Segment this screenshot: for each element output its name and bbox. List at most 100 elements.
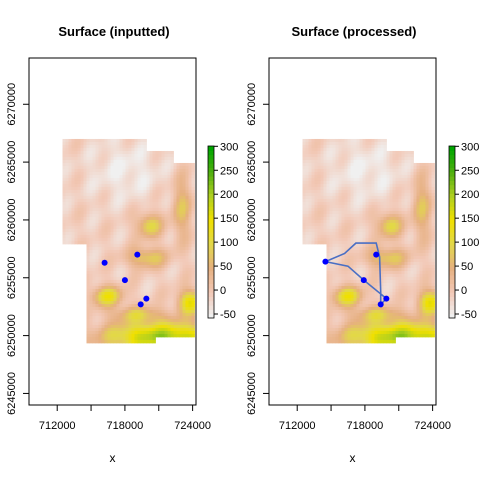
heatmap-cell <box>413 307 416 310</box>
heatmap-cell <box>89 220 92 223</box>
heatmap-cell <box>86 328 89 331</box>
heatmap-cell <box>128 286 131 289</box>
heatmap-cell <box>122 190 125 193</box>
heatmap-cell <box>350 196 353 199</box>
heatmap-cell <box>191 328 194 331</box>
heatmap-cell <box>374 238 377 241</box>
heatmap-cell <box>311 217 314 220</box>
heatmap-cell <box>158 262 161 265</box>
heatmap-cell <box>86 202 89 205</box>
heatmap-cell <box>371 193 374 196</box>
heatmap-cell <box>359 220 362 223</box>
heatmap-cell <box>176 313 179 316</box>
heatmap-cell <box>179 184 182 187</box>
heatmap-cell <box>92 250 95 253</box>
heatmap-cell <box>431 223 434 226</box>
heatmap-cell <box>353 310 356 313</box>
heatmap-cell <box>356 202 359 205</box>
heatmap-cell <box>422 223 425 226</box>
heatmap-cell <box>341 214 344 217</box>
heatmap-cell <box>413 190 416 193</box>
heatmap-cell <box>77 139 80 142</box>
heatmap-cell <box>425 190 428 193</box>
heatmap-cell <box>89 151 92 154</box>
heatmap-cell <box>365 232 368 235</box>
heatmap-cell <box>380 196 383 199</box>
heatmap-cell <box>110 268 113 271</box>
heatmap-cell <box>335 229 338 232</box>
heatmap-cell <box>77 217 80 220</box>
heatmap-cell <box>419 247 422 250</box>
heatmap-cell <box>368 187 371 190</box>
heatmap-cell <box>191 253 194 256</box>
heatmap-cell <box>152 157 155 160</box>
heatmap-cell <box>191 211 194 214</box>
heatmap-cell <box>359 232 362 235</box>
heatmap-cell <box>134 286 137 289</box>
heatmap-cell <box>344 205 347 208</box>
heatmap-cell <box>395 163 398 166</box>
heatmap-cell <box>131 337 134 340</box>
heatmap-cell <box>152 175 155 178</box>
heatmap-cell <box>344 220 347 223</box>
heatmap-cell <box>95 310 98 313</box>
heatmap-cell <box>104 337 107 340</box>
heatmap-cell <box>119 169 122 172</box>
heatmap-cell <box>119 337 122 340</box>
heatmap-cell <box>116 142 119 145</box>
heatmap-cell <box>62 193 65 196</box>
heatmap-cell <box>392 181 395 184</box>
heatmap-cell <box>191 271 194 274</box>
heatmap-cell <box>92 307 95 310</box>
heatmap-cell <box>113 181 116 184</box>
heatmap-cell <box>110 319 113 322</box>
heatmap-cell <box>416 229 419 232</box>
heatmap-cell <box>320 193 323 196</box>
heatmap-cell <box>170 211 173 214</box>
heatmap-cell <box>371 244 374 247</box>
heatmap-cell <box>89 217 92 220</box>
heatmap-cell <box>320 169 323 172</box>
heatmap-cell <box>140 241 143 244</box>
heatmap-cell <box>152 337 155 340</box>
heatmap-cell <box>401 217 404 220</box>
heatmap-cell <box>383 226 386 229</box>
heatmap-cell <box>374 310 377 313</box>
heatmap-cell <box>158 175 161 178</box>
heatmap-cell <box>326 289 329 292</box>
heatmap-cell <box>143 229 146 232</box>
heatmap-cell <box>152 235 155 238</box>
heatmap-cell <box>110 337 113 340</box>
heatmap-cell <box>335 268 338 271</box>
heatmap-cell <box>344 166 347 169</box>
heatmap-cell <box>110 139 113 142</box>
heatmap-cell <box>86 325 89 328</box>
heatmap-cell <box>92 292 95 295</box>
heatmap-cell <box>314 175 317 178</box>
heatmap-cell <box>359 307 362 310</box>
heatmap-cell <box>161 253 164 256</box>
heatmap-cell <box>170 217 173 220</box>
heatmap-cell <box>302 202 305 205</box>
heatmap-cell <box>413 232 416 235</box>
heatmap-cell <box>143 238 146 241</box>
heatmap-cell <box>353 184 356 187</box>
heatmap-cell <box>392 241 395 244</box>
heatmap-cell <box>359 202 362 205</box>
heatmap-cell <box>110 253 113 256</box>
heatmap-cell <box>125 238 128 241</box>
heatmap-cell <box>410 220 413 223</box>
heatmap-cell <box>68 187 71 190</box>
heatmap-cell <box>137 178 140 181</box>
heatmap-cell <box>428 271 431 274</box>
heatmap-cell <box>407 226 410 229</box>
heatmap-cell <box>137 229 140 232</box>
heatmap-cell <box>431 169 434 172</box>
heatmap-cell <box>185 328 188 331</box>
heatmap-cell <box>431 229 434 232</box>
heatmap-cell <box>152 322 155 325</box>
heatmap-cell <box>362 205 365 208</box>
heatmap-cell <box>311 160 314 163</box>
legend-tick-label: 0 <box>220 285 226 297</box>
heatmap-cell <box>173 190 176 193</box>
